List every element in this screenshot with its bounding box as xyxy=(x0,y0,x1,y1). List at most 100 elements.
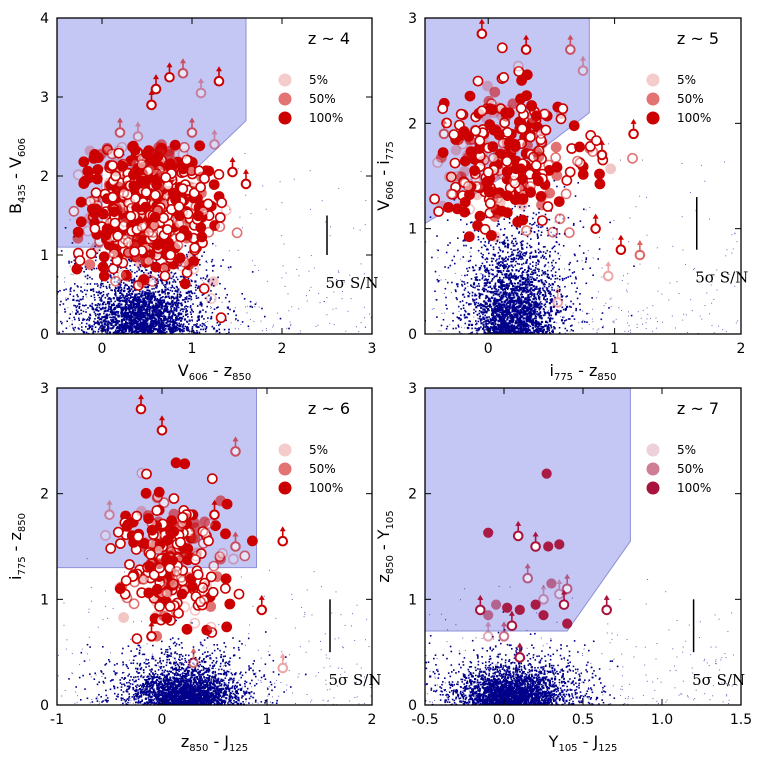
candidate-point xyxy=(90,187,102,199)
field-point xyxy=(514,285,516,288)
field-point xyxy=(104,331,107,333)
field-point xyxy=(513,313,515,315)
field-point xyxy=(150,301,153,304)
field-point xyxy=(160,314,163,317)
field-point xyxy=(119,285,121,288)
field-point xyxy=(266,280,268,282)
field-point xyxy=(576,297,579,300)
field-point xyxy=(124,299,127,302)
field-point xyxy=(74,263,76,265)
field-point xyxy=(529,276,531,278)
field-point xyxy=(464,239,466,242)
field-point xyxy=(254,303,257,305)
field-point xyxy=(111,303,114,306)
field-point xyxy=(112,302,115,305)
field-point xyxy=(528,205,530,207)
field-point xyxy=(484,278,487,281)
field-point xyxy=(93,320,95,323)
upper-limit-arrowhead xyxy=(148,89,155,95)
field-point xyxy=(277,312,279,314)
field-point xyxy=(514,275,517,278)
field-point xyxy=(121,308,125,311)
field-point xyxy=(431,256,433,259)
field-point xyxy=(142,319,145,322)
upper-limit-circle xyxy=(213,75,225,87)
field-point xyxy=(516,242,518,245)
field-point xyxy=(101,295,103,297)
field-point xyxy=(513,282,516,285)
field-point xyxy=(172,319,175,322)
field-point xyxy=(175,289,177,292)
field-point xyxy=(99,286,102,289)
field-point xyxy=(132,299,135,302)
field-point xyxy=(187,277,190,280)
field-point xyxy=(437,249,439,252)
field-point xyxy=(498,298,501,302)
field-point xyxy=(176,294,179,297)
field-point xyxy=(548,313,551,316)
field-point xyxy=(145,311,148,314)
field-point xyxy=(201,294,204,296)
field-point xyxy=(511,224,513,227)
field-point xyxy=(216,324,218,326)
field-point xyxy=(123,154,125,156)
field-point xyxy=(484,326,487,328)
field-point xyxy=(445,251,448,254)
field-point xyxy=(114,289,116,291)
field-point xyxy=(343,281,345,283)
field-point xyxy=(104,310,107,313)
field-point xyxy=(491,273,493,275)
field-point xyxy=(264,315,266,318)
field-point xyxy=(162,312,165,315)
field-point xyxy=(120,318,124,322)
field-point xyxy=(45,315,47,317)
field-point xyxy=(338,187,340,189)
field-point xyxy=(123,322,126,326)
field-point xyxy=(435,299,438,301)
field-point xyxy=(474,295,476,297)
field-point xyxy=(540,330,542,332)
field-point xyxy=(77,295,79,298)
field-point xyxy=(547,292,550,294)
field-point xyxy=(94,299,96,301)
field-point xyxy=(125,318,128,321)
field-point xyxy=(502,295,505,298)
candidate-point xyxy=(177,183,189,195)
field-point xyxy=(540,280,543,283)
candidate-point xyxy=(178,141,190,153)
field-point xyxy=(202,293,205,295)
field-point xyxy=(356,326,357,328)
field-point xyxy=(139,295,143,298)
field-point xyxy=(115,287,117,290)
field-point xyxy=(559,310,562,313)
field-point xyxy=(463,281,465,283)
field-point xyxy=(110,276,112,279)
field-point xyxy=(98,313,101,316)
field-point xyxy=(500,324,503,327)
field-point xyxy=(525,251,528,253)
field-point xyxy=(241,321,244,323)
field-point xyxy=(130,326,133,329)
field-point xyxy=(120,307,123,310)
field-point xyxy=(518,231,521,233)
candidate-point xyxy=(91,173,103,185)
field-point xyxy=(141,292,143,294)
field-point xyxy=(479,320,482,322)
field-point xyxy=(531,271,533,273)
field-point xyxy=(170,316,173,319)
field-point xyxy=(80,290,82,292)
field-point xyxy=(162,326,165,329)
field-point xyxy=(499,278,501,281)
field-point xyxy=(494,312,497,314)
field-point xyxy=(522,254,525,257)
field-point xyxy=(175,315,178,317)
field-point xyxy=(475,294,478,297)
field-point xyxy=(125,309,128,312)
field-point xyxy=(128,310,131,313)
field-point xyxy=(89,313,91,316)
field-point xyxy=(97,322,100,325)
field-point xyxy=(521,293,524,296)
field-point xyxy=(211,311,214,314)
field-point xyxy=(135,317,138,320)
field-point xyxy=(48,294,50,296)
